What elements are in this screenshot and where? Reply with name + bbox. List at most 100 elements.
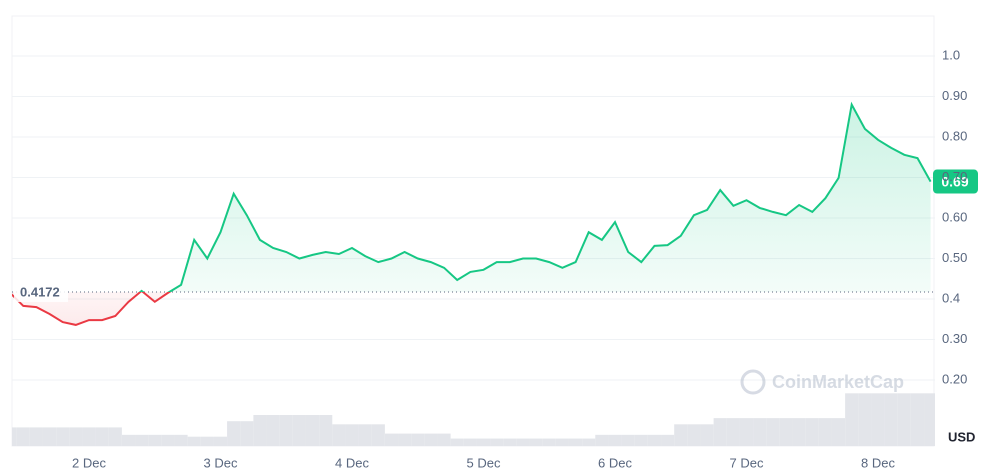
volume-bar xyxy=(542,438,556,446)
volume-bar xyxy=(687,424,701,446)
volume-bar xyxy=(674,424,688,446)
price-badge xyxy=(933,169,978,194)
volume-bar xyxy=(213,436,228,446)
volume-bar xyxy=(792,418,806,446)
volume-bar xyxy=(634,434,648,446)
price-label: 0.69 xyxy=(941,173,968,189)
volume-bar xyxy=(398,433,412,446)
volume-bar xyxy=(555,438,569,446)
volume-bar xyxy=(161,434,175,446)
volume-bar xyxy=(266,415,280,446)
volume-bar xyxy=(845,393,859,446)
volume-bar xyxy=(858,393,872,446)
volume-bar xyxy=(871,393,885,446)
price-line xyxy=(12,101,932,326)
volume-bar xyxy=(424,433,438,446)
volume-bar xyxy=(108,427,122,446)
volume-bar xyxy=(305,415,320,446)
volume-bar xyxy=(253,415,267,446)
volume-bar xyxy=(121,434,136,446)
volume-bar xyxy=(739,418,754,446)
volume-bar xyxy=(384,433,399,446)
watermark-icon xyxy=(740,369,766,395)
volume-bar xyxy=(516,438,530,446)
volume xyxy=(12,393,935,446)
volume-bar xyxy=(450,438,464,446)
y-tick-label: 0.4 xyxy=(942,290,960,305)
volume-bar xyxy=(568,438,583,446)
volume-bar xyxy=(924,393,935,446)
volume-bar xyxy=(12,427,17,446)
baseline-label: 0.4172 xyxy=(20,284,60,299)
volume-bar xyxy=(490,438,504,446)
watermark-text: CoinMarketCap xyxy=(772,372,904,392)
volume-bar xyxy=(910,393,925,446)
volume-bar xyxy=(371,424,385,446)
volume-bar xyxy=(411,433,425,446)
volume-bar xyxy=(187,436,201,446)
volume-bar xyxy=(42,427,57,446)
volume-bar xyxy=(332,424,346,446)
x-tick-label: 7 Dec xyxy=(730,455,764,470)
y-tick-label: 0.70 xyxy=(942,169,967,184)
series: 0.4172 0.69 xyxy=(12,101,978,326)
volume-bar xyxy=(319,415,333,446)
volume-bar xyxy=(174,434,188,446)
volume-bar xyxy=(358,424,372,446)
currency-label: USD xyxy=(948,429,975,444)
volume-bar xyxy=(647,434,662,446)
volume-bar xyxy=(148,434,162,446)
volume-bar xyxy=(95,427,109,446)
volume-bar xyxy=(16,427,30,446)
volume-bar xyxy=(818,418,832,446)
x-tick-label: 5 Dec xyxy=(467,455,501,470)
volume-bar xyxy=(595,434,609,446)
volume-bar xyxy=(661,434,675,446)
price-area xyxy=(12,104,931,325)
volume-bar xyxy=(766,418,780,446)
volume-bar xyxy=(805,418,819,446)
volume-bar xyxy=(884,393,898,446)
volume-bar xyxy=(726,418,740,446)
volume-bar xyxy=(82,427,96,446)
volume-bar xyxy=(135,434,149,446)
volume-bar xyxy=(56,427,70,446)
volume-bar xyxy=(608,434,622,446)
volume-bar xyxy=(753,418,767,446)
x-tick-label: 2 Dec xyxy=(72,455,106,470)
volume-bar xyxy=(463,438,477,446)
y-tick-label: 0.50 xyxy=(942,250,967,265)
y-tick-label: 0.20 xyxy=(942,371,967,386)
volume-bar xyxy=(437,433,451,446)
volume-bar xyxy=(279,415,293,446)
volume-bar xyxy=(582,438,596,446)
baseline-badge xyxy=(14,282,68,303)
volume-bar xyxy=(897,393,911,446)
volume-bar xyxy=(29,427,43,446)
volume-bar xyxy=(227,421,241,446)
y-tick-label: 0.90 xyxy=(942,88,967,103)
volume-bar xyxy=(700,424,714,446)
y-tick-label: 0.30 xyxy=(942,331,967,346)
x-tick-label: 8 Dec xyxy=(861,455,895,470)
volume-bar xyxy=(476,438,491,446)
volume-bar xyxy=(779,418,793,446)
volume-bar xyxy=(345,424,359,446)
y-tick-label: 1.0 xyxy=(942,47,960,62)
volume-bar xyxy=(240,421,254,446)
y-tick-label: 0.80 xyxy=(942,128,967,143)
watermark: CoinMarketCap xyxy=(740,369,904,395)
volume-bar xyxy=(292,415,306,446)
volume-bar xyxy=(200,436,214,446)
x-tick-label: 4 Dec xyxy=(335,455,369,470)
x-tick-label: 3 Dec xyxy=(204,455,238,470)
y-tick-label: 0.60 xyxy=(942,209,967,224)
volume-bar xyxy=(503,438,517,446)
volume-bar xyxy=(529,438,543,446)
volume-bar xyxy=(69,427,83,446)
volume-bar xyxy=(621,434,635,446)
volume-bar xyxy=(713,418,727,446)
volume-bar xyxy=(831,418,846,446)
